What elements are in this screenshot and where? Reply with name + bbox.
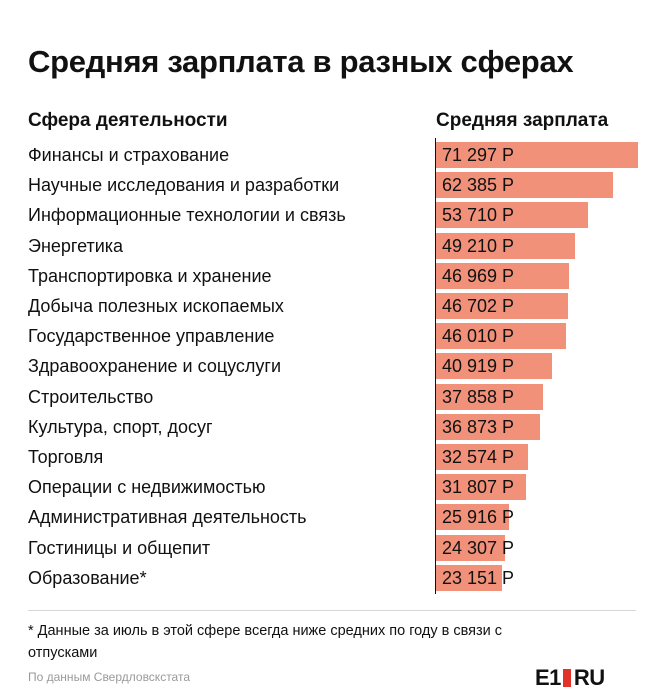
bar-row: Научные исследования и разработки 62 385 … bbox=[0, 171, 658, 201]
logo-e1-text: E1 bbox=[535, 665, 561, 690]
bar-row: Добыча полезных ископаемых 46 702 Р bbox=[0, 292, 658, 322]
value-label: 31 807 Р bbox=[442, 477, 515, 498]
column-header-salary: Средняя зарплата bbox=[436, 110, 609, 131]
category-label: Финансы и страхование bbox=[28, 145, 230, 165]
value-label: 53 710 Р bbox=[442, 205, 515, 226]
category-label: Информационные технологии и связь bbox=[28, 205, 346, 226]
value-label: 37 858 Р bbox=[442, 386, 515, 407]
value-label: 49 210 Р bbox=[442, 235, 515, 256]
value-label: 24 307 Р bbox=[442, 537, 515, 558]
bar-row: Здравоохранение и соцуслуги 40 919 Р bbox=[0, 352, 658, 382]
value-label: 46 702 Р bbox=[442, 296, 515, 316]
category-label: Научные исследования и разработки bbox=[28, 175, 340, 196]
bar bbox=[436, 262, 569, 289]
bar-row: Энергетика 49 210 Р bbox=[0, 232, 658, 262]
bar bbox=[436, 383, 543, 410]
bar bbox=[436, 444, 528, 470]
category-label: Торговля bbox=[28, 447, 104, 467]
bar-row: Административная деятельность 25 916 Р bbox=[0, 503, 658, 533]
category-label: Гостиницы и общепит bbox=[28, 537, 211, 558]
value-label: 25 916 Р bbox=[442, 507, 515, 528]
category-label: Образование* bbox=[28, 567, 147, 588]
value-label: 71 297 Р bbox=[442, 145, 515, 165]
category-label: Строительство bbox=[28, 386, 154, 407]
bar-row: Строительство 37 858 Р bbox=[0, 383, 658, 413]
bar-axis-line bbox=[435, 138, 436, 594]
bar-row: Образование* 23 151 Р bbox=[0, 564, 658, 594]
bar bbox=[436, 293, 568, 319]
value-label: 36 873 Р bbox=[442, 416, 515, 437]
bar bbox=[436, 413, 540, 440]
bar bbox=[436, 323, 566, 350]
value-label: 32 574 Р bbox=[442, 447, 515, 467]
bar bbox=[436, 142, 638, 168]
bar bbox=[436, 474, 526, 501]
bar bbox=[436, 172, 613, 199]
bar bbox=[436, 504, 509, 531]
category-label: Административная деятельность bbox=[28, 507, 307, 528]
value-label: 46 010 Р bbox=[442, 326, 515, 347]
bar bbox=[436, 202, 588, 229]
category-label: Культура, спорт, досуг bbox=[28, 416, 213, 437]
source-note: По данным Свердловскстата bbox=[28, 670, 190, 684]
column-header-sphere: Сфера деятельности bbox=[28, 110, 228, 131]
bar-row: Транспортировка и хранение 46 969 Р bbox=[0, 262, 658, 292]
value-label: 23 151 Р bbox=[442, 567, 515, 588]
logo-ru-text: RU bbox=[573, 665, 605, 690]
category-label: Операции с недвижимостью bbox=[28, 477, 266, 498]
bar bbox=[436, 564, 502, 591]
category-label: Здравоохранение и соцуслуги bbox=[28, 356, 282, 377]
chart-title: Средняя зарплата в разных сферах bbox=[28, 44, 574, 79]
value-label: 40 919 Р bbox=[442, 356, 515, 377]
bar-row: Торговля 32 574 Р bbox=[0, 443, 658, 473]
logo-red-mark bbox=[562, 669, 571, 687]
footnote: * Данные за июль в этой сфере всегда ниж… bbox=[28, 623, 503, 661]
footer-divider bbox=[28, 610, 636, 611]
category-label: Транспортировка и хранение bbox=[28, 265, 272, 286]
bar-row: Финансы и страхование 71 297 Р bbox=[0, 141, 658, 171]
bar-row: Гостиницы и общепит 24 307 Р bbox=[0, 534, 658, 564]
bar bbox=[436, 534, 505, 561]
bar-row: Культура, спорт, досуг 36 873 Р bbox=[0, 413, 658, 443]
bar bbox=[436, 353, 552, 380]
bar-row: Операции с недвижимостью 31 807 Р bbox=[0, 473, 658, 503]
bar-row: Информационные технологии и связь 53 710 … bbox=[0, 201, 658, 231]
bar bbox=[436, 232, 575, 259]
value-label: 62 385 Р bbox=[442, 175, 515, 196]
bar-row: Государственное управление 46 010 Р bbox=[0, 322, 658, 352]
category-label: Государственное управление bbox=[28, 326, 275, 347]
value-label: 46 969 Р bbox=[442, 265, 515, 286]
e1-logo: E1 RU bbox=[535, 665, 605, 691]
category-label: Добыча полезных ископаемых bbox=[28, 296, 284, 316]
category-label: Энергетика bbox=[28, 235, 124, 256]
